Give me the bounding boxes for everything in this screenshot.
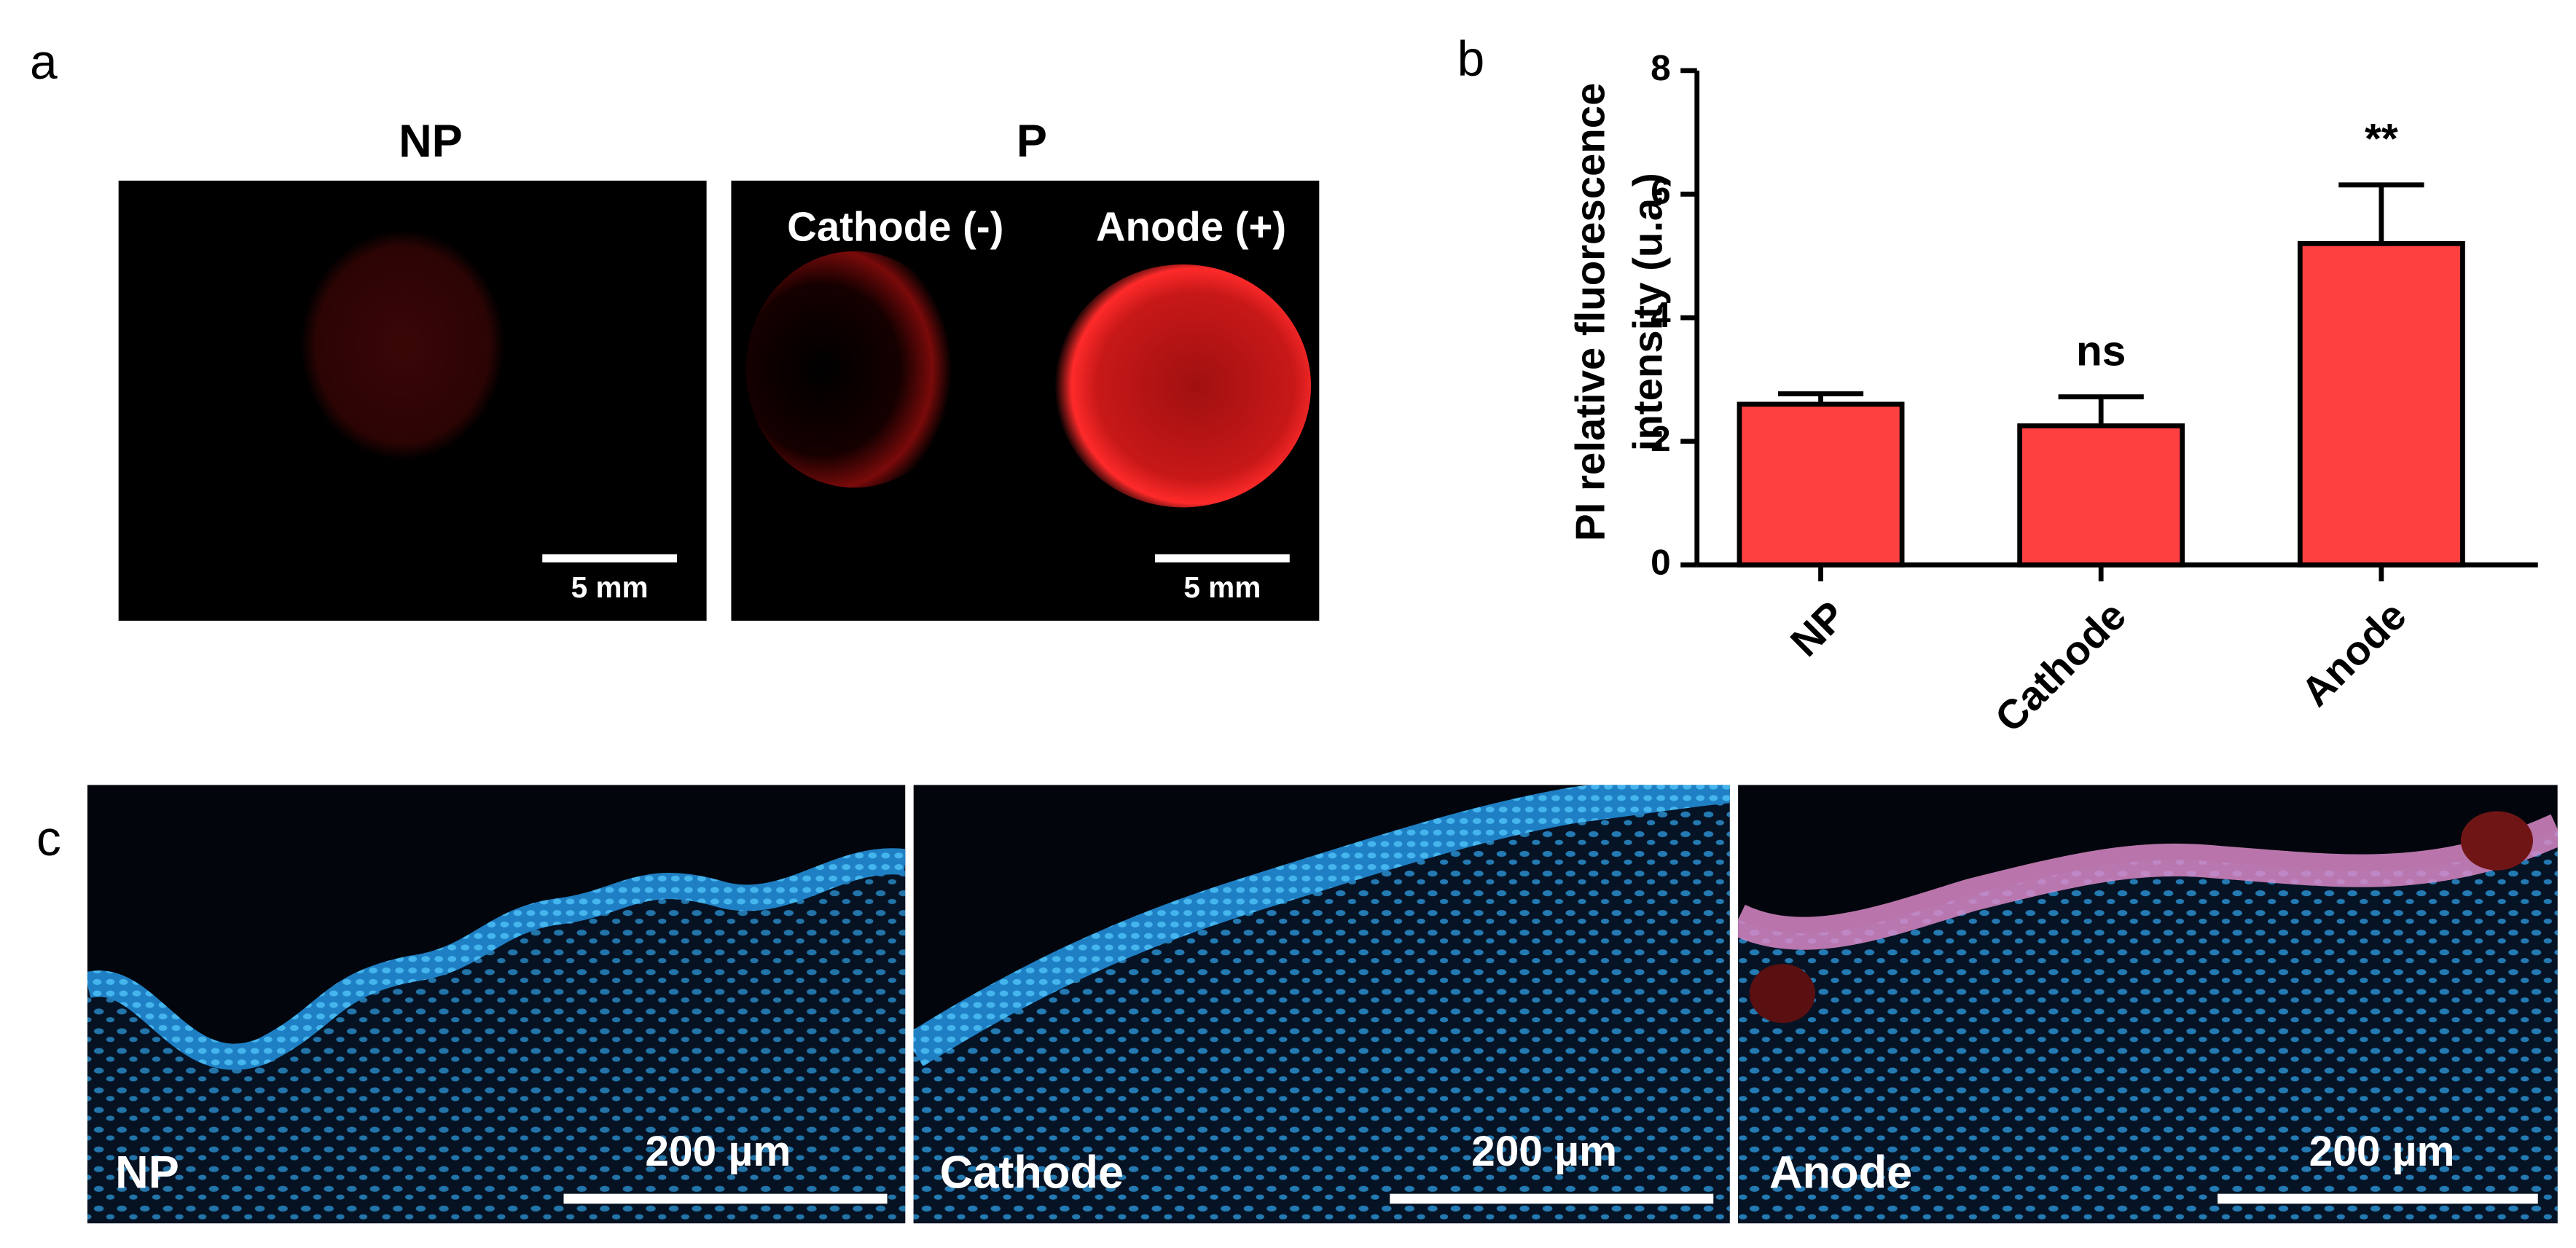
significance-label: **: [2365, 116, 2398, 163]
image-label: Cathode (-): [787, 203, 1003, 249]
bar: [2297, 240, 2465, 568]
scale-bar-label: 200 µm: [1471, 1128, 1617, 1175]
scale-bar-label: 200 µm: [645, 1128, 791, 1175]
bar-chart: PI relative fluorescence intensity (u.a.…: [1567, 47, 2538, 741]
sample-spot: [745, 251, 963, 488]
y-axis-label: intensity (u.a.): [1624, 173, 1670, 451]
image-label: Anode: [1769, 1147, 1912, 1198]
sample-spot: [1054, 264, 1312, 508]
stain: [1749, 964, 1816, 1024]
epidermis: [913, 785, 1730, 1067]
tissue: [913, 785, 1730, 1224]
scale-bar-label: 5 mm: [571, 570, 649, 604]
error-bar: [2338, 182, 2424, 244]
image-title: P: [1017, 116, 1047, 167]
significance-label: ns: [2076, 328, 2126, 375]
y-tick-label: 4: [1651, 294, 1671, 335]
panel-label: c: [36, 812, 61, 866]
image-title: NP: [399, 116, 463, 167]
scale-bar-label: 5 mm: [1183, 570, 1261, 604]
stain: [2460, 811, 2533, 871]
y-tick-label: 0: [1651, 541, 1671, 582]
y-tick-label: 6: [1651, 171, 1671, 212]
micrograph: [1738, 785, 2558, 1224]
micrograph: [87, 785, 906, 1224]
tissue: [87, 861, 906, 1224]
image-label: Anode (+): [1096, 203, 1286, 249]
sample-spot: [300, 229, 505, 460]
micrograph: [913, 785, 1730, 1224]
image-label: Cathode: [940, 1147, 1124, 1198]
error-bar: [2058, 394, 2144, 426]
bar: [1737, 401, 1905, 568]
x-tick-label: Cathode: [1986, 592, 2134, 741]
x-tick-label: NP: [1782, 592, 1855, 665]
image-label: NP: [115, 1147, 179, 1198]
panel-label: a: [30, 35, 58, 90]
tissue: [1738, 829, 2558, 1224]
epidermis: [1738, 814, 2558, 950]
epidermis: [87, 848, 906, 1070]
y-tick-label: 2: [1651, 418, 1671, 459]
scale-bar-label: 200 µm: [2309, 1128, 2455, 1175]
y-axis-label: PI relative fluorescence: [1567, 83, 1613, 541]
x-tick-label: Anode: [2292, 592, 2414, 715]
bar: [2017, 423, 2185, 568]
y-tick-label: 8: [1651, 47, 1671, 88]
panel-label: b: [1457, 32, 1485, 87]
